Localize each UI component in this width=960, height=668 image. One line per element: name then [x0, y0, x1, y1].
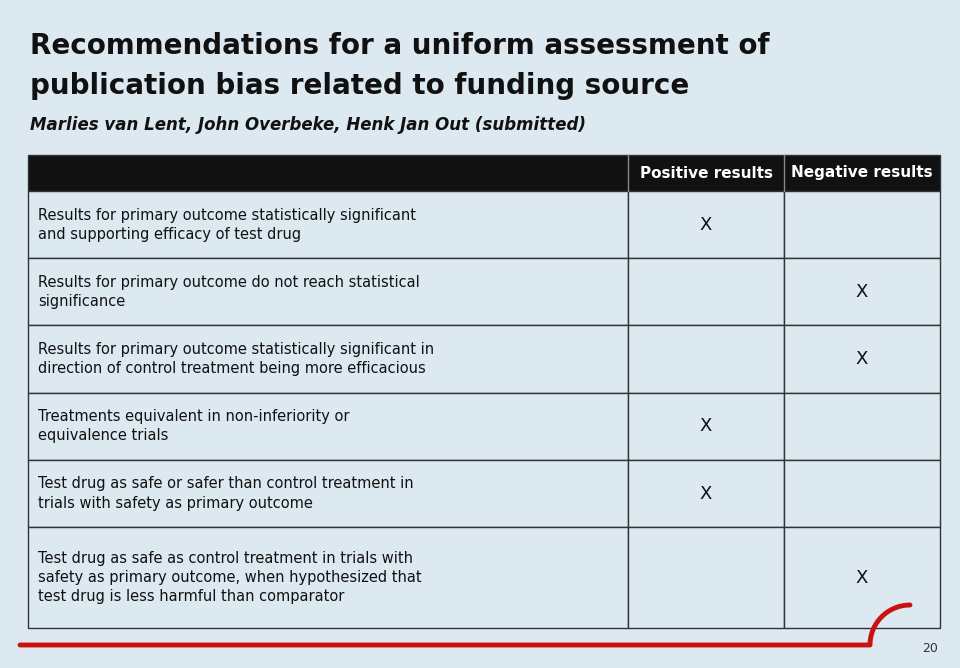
Text: Results for primary outcome do not reach statistical
significance: Results for primary outcome do not reach…	[38, 275, 420, 309]
Bar	[784, 527, 940, 628]
Text: publication bias related to funding source: publication bias related to funding sour…	[30, 72, 689, 100]
Text: Marlies van Lent, John Overbeke, Henk Jan Out (submitted): Marlies van Lent, John Overbeke, Henk Ja…	[30, 116, 586, 134]
Text: Positive results: Positive results	[639, 166, 773, 180]
Bar	[28, 155, 940, 191]
Text: X: X	[700, 418, 712, 436]
Bar	[628, 259, 784, 325]
Text: Test drug as safe or safer than control treatment in
trials with safety as prima: Test drug as safe or safer than control …	[38, 476, 414, 510]
Bar	[28, 191, 628, 259]
Text: Results for primary outcome statistically significant
and supporting efficacy of: Results for primary outcome statisticall…	[38, 208, 416, 242]
Text: X: X	[700, 484, 712, 502]
Text: X: X	[700, 216, 712, 234]
Bar	[28, 460, 628, 527]
Bar	[28, 527, 628, 628]
Bar	[628, 393, 784, 460]
Bar	[28, 259, 628, 325]
Bar	[784, 325, 940, 393]
Bar	[28, 393, 628, 460]
Bar	[784, 460, 940, 527]
Bar	[784, 393, 940, 460]
Text: Results for primary outcome statistically significant in
direction of control tr: Results for primary outcome statisticall…	[38, 342, 434, 376]
Bar	[628, 191, 784, 259]
Text: X: X	[855, 283, 868, 301]
Bar	[784, 259, 940, 325]
Text: Test drug as safe as control treatment in trials with
safety as primary outcome,: Test drug as safe as control treatment i…	[38, 551, 421, 605]
Text: Recommendations for a uniform assessment of: Recommendations for a uniform assessment…	[30, 32, 770, 60]
Bar	[628, 527, 784, 628]
Text: Treatments equivalent in non-inferiority or
equivalence trials: Treatments equivalent in non-inferiority…	[38, 409, 349, 444]
Bar	[628, 325, 784, 393]
Bar	[28, 325, 628, 393]
Text: Negative results: Negative results	[791, 166, 933, 180]
Text: 20: 20	[923, 642, 938, 655]
Bar	[628, 460, 784, 527]
Bar	[784, 191, 940, 259]
Text: X: X	[855, 568, 868, 587]
Text: X: X	[855, 350, 868, 368]
